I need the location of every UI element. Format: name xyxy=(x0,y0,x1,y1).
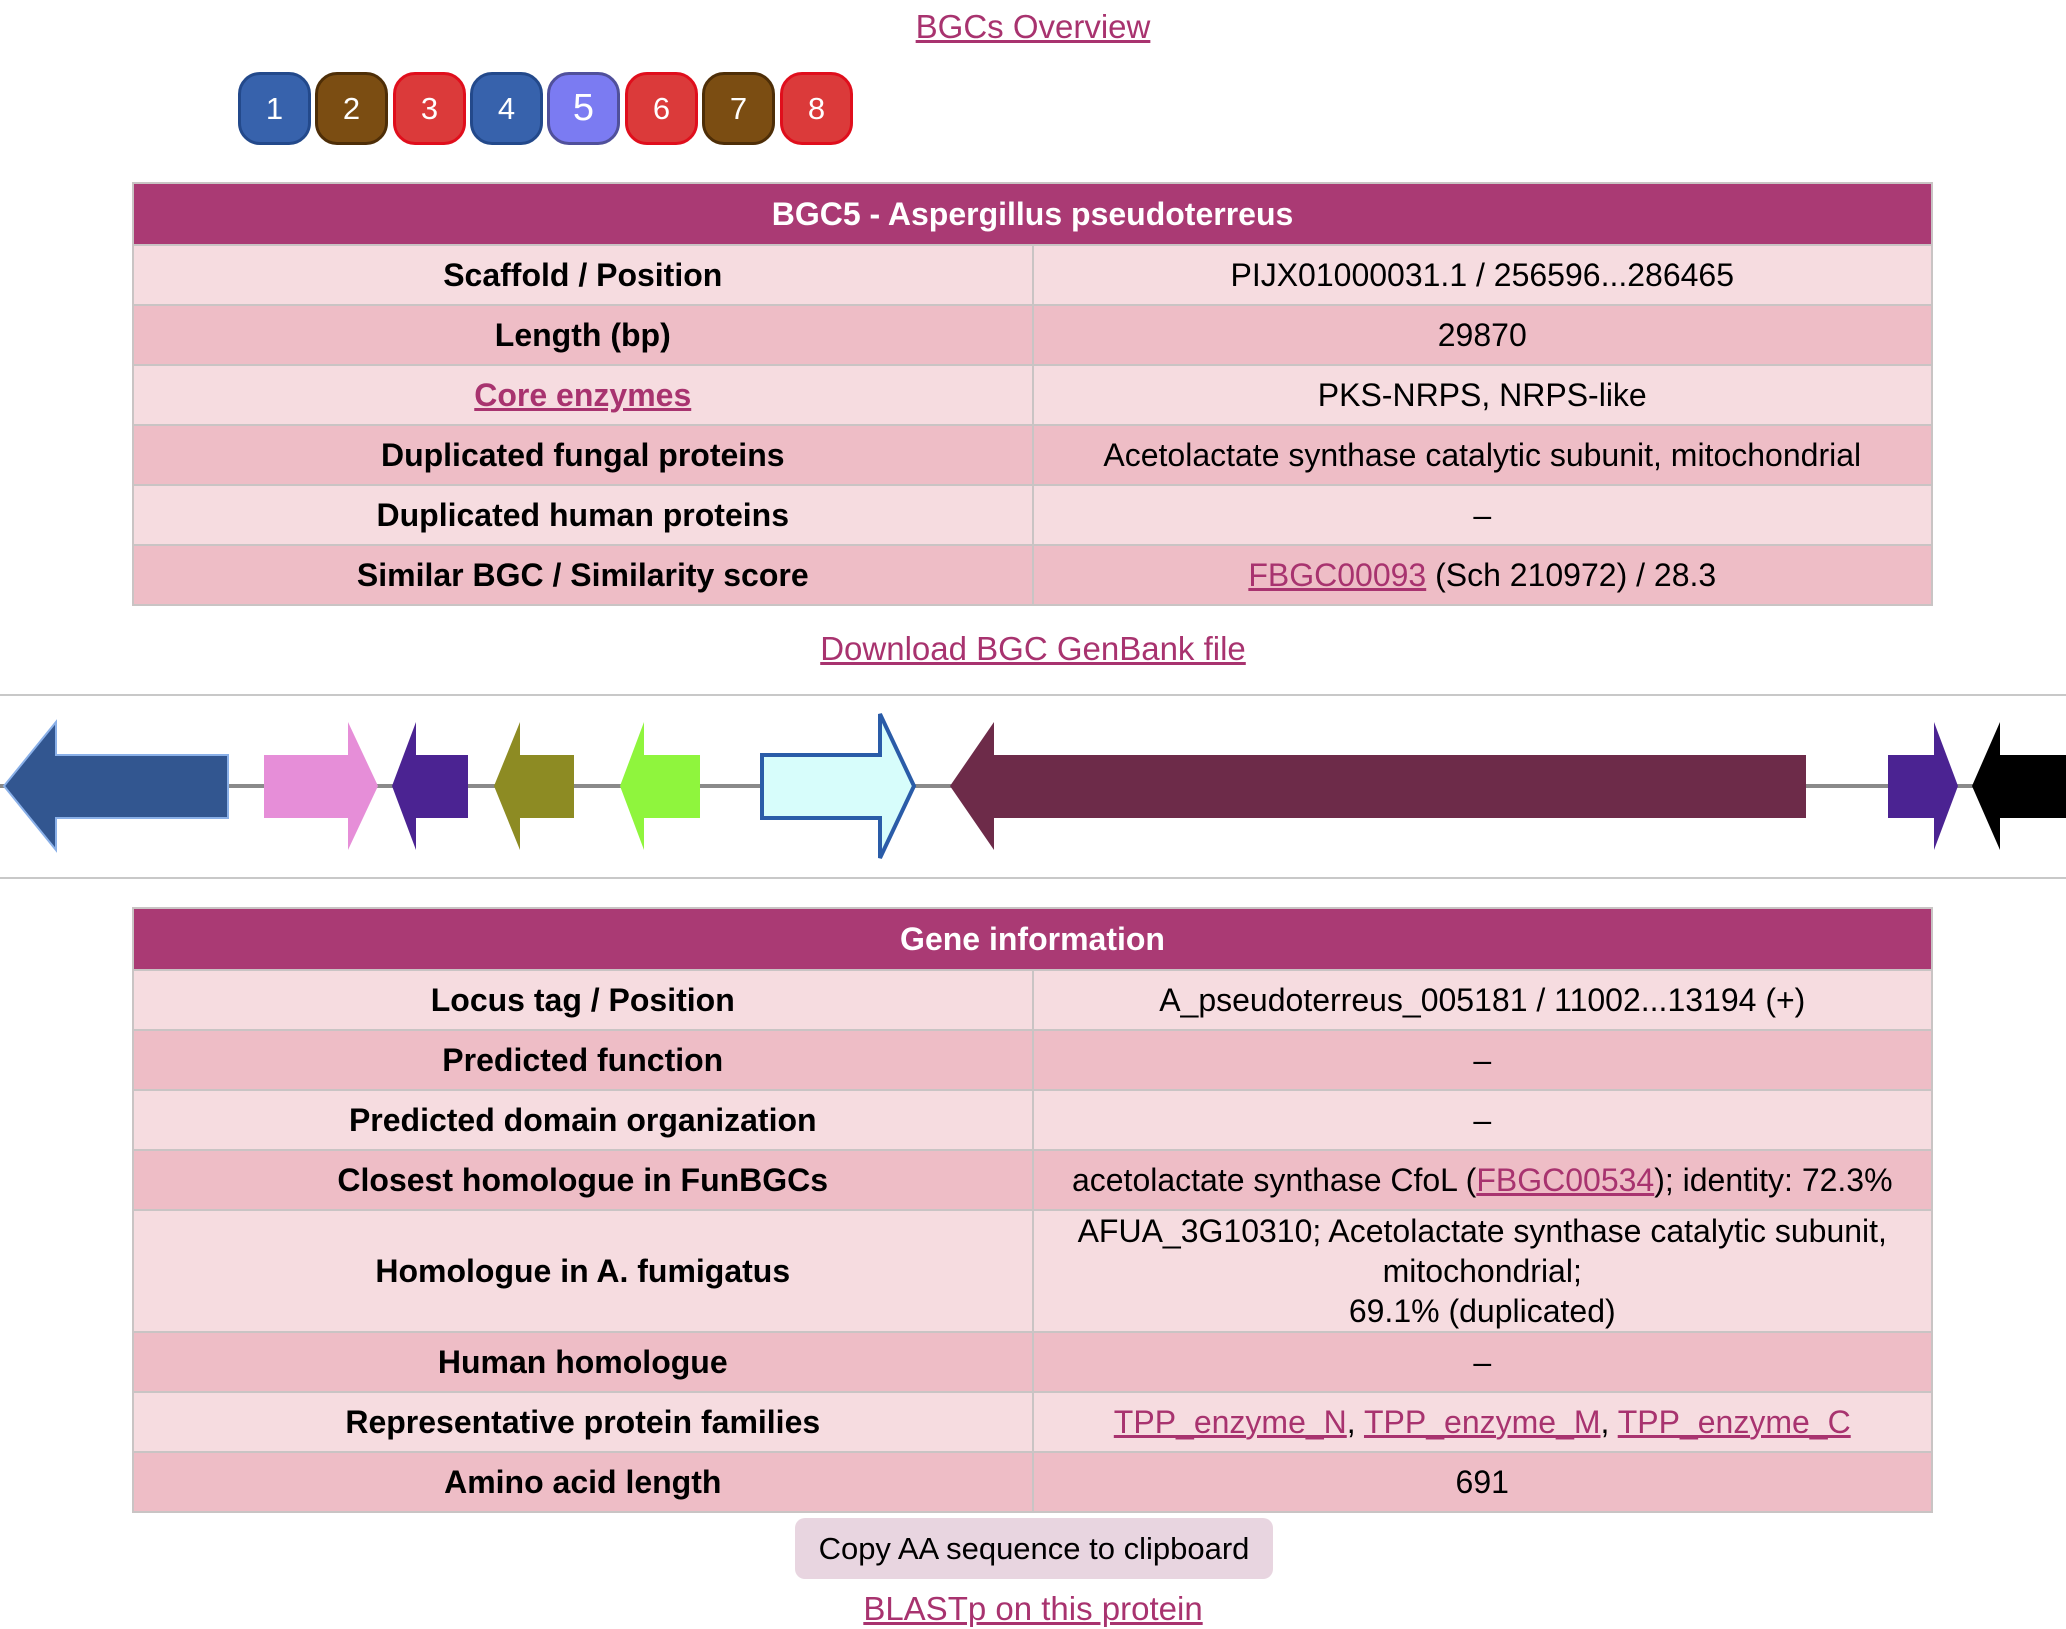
table-row: Locus tag / Position A_pseudoterreus_005… xyxy=(132,969,1933,1031)
gene-arrow-7[interactable] xyxy=(950,722,1806,850)
blastp-link-container: BLASTp on this protein xyxy=(0,1590,2066,1628)
domain-label: Predicted domain organization xyxy=(132,1089,1034,1151)
table-row: Homologue in A. fumigatus AFUA_3G10310; … xyxy=(132,1209,1933,1333)
similar-bgc-score: (Sch 210972) / 28.3 xyxy=(1426,556,1717,593)
table-row: Predicted function – xyxy=(132,1029,1933,1091)
table-row: Closest homologue in FunBGCs acetolactat… xyxy=(132,1149,1933,1211)
gene-arrow-9[interactable] xyxy=(1972,722,2066,850)
afum-homologue-value: AFUA_3G10310; Acetolactate synthase cata… xyxy=(1031,1209,1933,1333)
divider-top xyxy=(0,694,2066,696)
afum-homologue-line1: AFUA_3G10310; Acetolactate synthase cata… xyxy=(1077,1213,1887,1289)
table-row: Scaffold / Position PIJX01000031.1 / 256… xyxy=(132,244,1933,306)
bgc-summary-table: BGC5 - Aspergillus pseudoterreus Scaffol… xyxy=(132,182,1933,606)
table-row: Length (bp) 29870 xyxy=(132,304,1933,366)
aa-length-value: 691 xyxy=(1031,1451,1933,1513)
length-value: 29870 xyxy=(1031,304,1933,366)
table-row: Duplicated human proteins – xyxy=(132,484,1933,546)
core-enzymes-value: PKS-NRPS, NRPS-like xyxy=(1031,364,1933,426)
bgc-button-5[interactable]: 5 xyxy=(547,72,620,145)
bgcs-overview-link: BGCs Overview xyxy=(0,8,2066,46)
gene-arrow-6-selected[interactable] xyxy=(760,713,917,859)
download-genbank: Download BGC GenBank file xyxy=(0,630,2066,668)
table-row: Core enzymes PKS-NRPS, NRPS-like xyxy=(132,364,1933,426)
gene-info-table: Gene information Locus tag / Position A_… xyxy=(132,907,1933,1513)
bgcs-overview-link-text[interactable]: BGCs Overview xyxy=(915,8,1151,45)
locus-label: Locus tag / Position xyxy=(132,969,1034,1031)
function-value: – xyxy=(1031,1029,1933,1091)
human-homologue-value: – xyxy=(1031,1331,1933,1393)
protein-families-value: TPP_enzyme_N, TPP_enzyme_M, TPP_enzyme_C xyxy=(1031,1391,1933,1453)
aa-length-label: Amino acid length xyxy=(132,1451,1034,1513)
divider-bottom xyxy=(0,877,2066,879)
table-row: Amino acid length 691 xyxy=(132,1451,1933,1513)
table-row: Similar BGC / Similarity score FBGC00093… xyxy=(132,544,1933,606)
bgc-title: BGC5 - Aspergillus pseudoterreus xyxy=(132,182,1933,246)
human-homologue-label: Human homologue xyxy=(132,1331,1034,1393)
similar-bgc-link[interactable]: FBGC00093 xyxy=(1248,556,1427,593)
dup-fungal-value: Acetolactate synthase catalytic subunit,… xyxy=(1031,424,1933,486)
bgc-button-2[interactable]: 2 xyxy=(315,72,388,145)
scaffold-value: PIJX01000031.1 / 256596...286465 xyxy=(1031,244,1933,306)
gene-arrow-3[interactable] xyxy=(392,722,468,850)
length-label: Length (bp) xyxy=(132,304,1034,366)
gene-arrow-2[interactable] xyxy=(264,722,378,850)
closest-homologue-text: acetolactate synthase CfoL ( xyxy=(1071,1161,1477,1198)
scaffold-label: Scaffold / Position xyxy=(132,244,1034,306)
gene-cluster-map xyxy=(0,713,2066,859)
dup-human-value: – xyxy=(1031,484,1933,546)
closest-homologue-value: acetolactate synthase CfoL (FBGC00534); … xyxy=(1031,1149,1933,1211)
bgc-button-3[interactable]: 3 xyxy=(393,72,466,145)
family-link-2[interactable]: TPP_enzyme_M xyxy=(1363,1403,1601,1440)
table-row: Predicted domain organization – xyxy=(132,1089,1933,1151)
closest-homologue-identity: ); identity: 72.3% xyxy=(1654,1161,1893,1198)
core-enzymes-link[interactable]: Core enzymes xyxy=(474,376,692,413)
bgc-table-header: BGC5 - Aspergillus pseudoterreus xyxy=(132,182,1933,246)
gene-table-header: Gene information xyxy=(132,907,1933,971)
gene-info-title: Gene information xyxy=(132,907,1933,971)
domain-value: – xyxy=(1031,1089,1933,1151)
download-genbank-link[interactable]: Download BGC GenBank file xyxy=(820,630,1246,667)
table-row: Representative protein families TPP_enzy… xyxy=(132,1391,1933,1453)
gene-arrow-8[interactable] xyxy=(1888,722,1958,850)
closest-homologue-link[interactable]: FBGC00534 xyxy=(1476,1161,1655,1198)
protein-families-label: Representative protein families xyxy=(132,1391,1034,1453)
similar-bgc-label: Similar BGC / Similarity score xyxy=(132,544,1034,606)
dup-fungal-label: Duplicated fungal proteins xyxy=(132,424,1034,486)
blastp-link[interactable]: BLASTp on this protein xyxy=(863,1590,1203,1627)
gene-arrow-1[interactable] xyxy=(2,719,229,853)
bgc-button-6[interactable]: 6 xyxy=(625,72,698,145)
bgc-button-1[interactable]: 1 xyxy=(238,72,311,145)
table-row: Duplicated fungal proteins Acetolactate … xyxy=(132,424,1933,486)
bgc-button-7[interactable]: 7 xyxy=(702,72,775,145)
gene-arrow-4[interactable] xyxy=(494,722,574,850)
core-enzymes-cell: Core enzymes xyxy=(132,364,1034,426)
bgc-button-4[interactable]: 4 xyxy=(470,72,543,145)
function-label: Predicted function xyxy=(132,1029,1034,1091)
gene-arrow-5[interactable] xyxy=(620,722,700,850)
family-separator: , xyxy=(1346,1403,1364,1440)
afum-homologue-line2: 69.1% (duplicated) xyxy=(1348,1293,1616,1329)
family-link-3[interactable]: TPP_enzyme_C xyxy=(1617,1403,1851,1440)
similar-bgc-value: FBGC00093 (Sch 210972) / 28.3 xyxy=(1031,544,1933,606)
table-row: Human homologue – xyxy=(132,1331,1933,1393)
bgc-button-8[interactable]: 8 xyxy=(780,72,853,145)
closest-homologue-label: Closest homologue in FunBGCs xyxy=(132,1149,1034,1211)
dup-human-label: Duplicated human proteins xyxy=(132,484,1034,546)
locus-value: A_pseudoterreus_005181 / 11002...13194 (… xyxy=(1031,969,1933,1031)
family-link-1[interactable]: TPP_enzyme_N xyxy=(1113,1403,1347,1440)
copy-aa-sequence-button[interactable]: Copy AA sequence to clipboard xyxy=(795,1518,1273,1579)
family-separator: , xyxy=(1600,1403,1618,1440)
afum-homologue-label: Homologue in A. fumigatus xyxy=(132,1209,1034,1333)
